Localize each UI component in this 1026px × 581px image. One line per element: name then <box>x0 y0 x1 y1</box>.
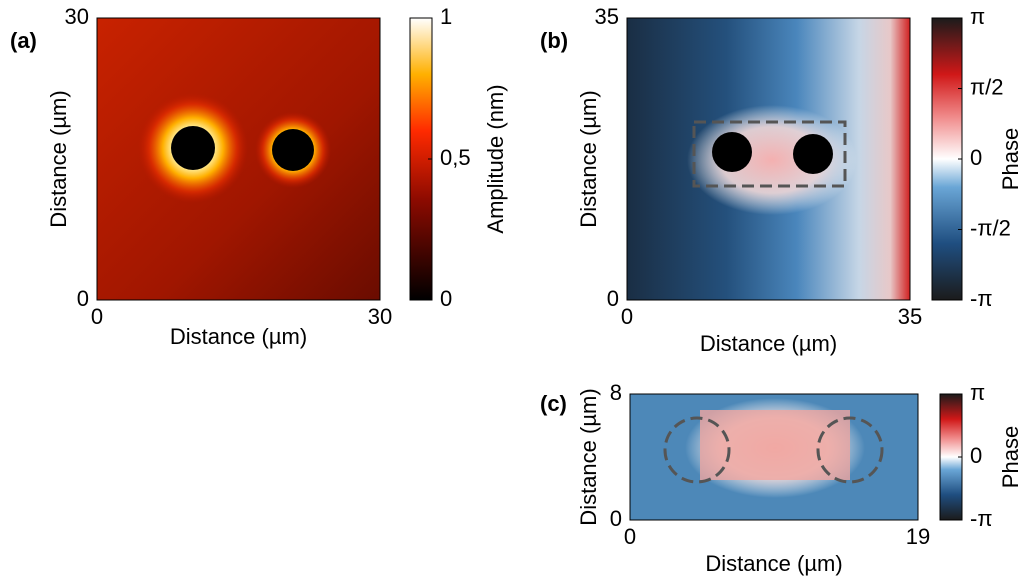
particle <box>712 132 752 172</box>
particle-outline <box>663 416 731 484</box>
colorbar-tick-label: 1 <box>440 4 452 29</box>
particle <box>171 126 215 170</box>
plot-frame <box>626 17 911 301</box>
x-tick-label: 35 <box>898 304 922 329</box>
panel-label: (b) <box>540 28 568 53</box>
x-tick-label: 30 <box>368 304 392 329</box>
x-axis-label: Distance (µm) <box>705 551 842 576</box>
panel-label: (a) <box>10 28 37 53</box>
colorbar-label: Amplitude (nm) <box>483 84 508 233</box>
colorbar <box>931 17 963 301</box>
x-tick-label: 0 <box>91 304 103 329</box>
colorbar-tick-label: -π <box>970 286 993 311</box>
colorbar-label: Phase <box>998 128 1023 190</box>
y-tick-label: 0 <box>607 286 619 311</box>
plot-frame <box>96 17 381 301</box>
colorbar-tick-label: 0 <box>440 286 452 311</box>
x-tick-label: 0 <box>624 524 636 549</box>
colorbar-tick-label: 0,5 <box>440 145 471 170</box>
plot-frame <box>629 393 919 521</box>
y-axis-label: Distance (µm) <box>576 90 601 227</box>
y-tick-label: 30 <box>65 4 89 29</box>
y-axis-label: Distance (µm) <box>576 388 601 525</box>
colorbar-tick-label: π <box>970 380 985 405</box>
y-tick-label: 0 <box>610 506 622 531</box>
roi-box <box>692 120 847 188</box>
colorbar-tick-label: -π <box>970 506 993 531</box>
colorbar-tick-label: -π/2 <box>970 215 1011 240</box>
colorbar-tick-label: 0 <box>970 443 982 468</box>
particle <box>793 134 833 174</box>
x-axis-label: Distance (µm) <box>170 324 307 349</box>
particle-outline <box>816 416 884 484</box>
y-axis-label: Distance (µm) <box>46 90 71 227</box>
y-tick-label: 8 <box>610 380 622 405</box>
panel-label: (c) <box>540 391 567 416</box>
x-tick-label: 0 <box>621 304 633 329</box>
colorbar-tick-label: π <box>970 4 985 29</box>
x-axis-label: Distance (µm) <box>700 331 837 356</box>
particle <box>272 129 314 171</box>
colorbar-tick-label: π/2 <box>970 74 1004 99</box>
colorbar-tick-label: 0 <box>970 145 982 170</box>
colorbar-label: Phase <box>998 426 1023 488</box>
x-tick-label: 19 <box>906 524 930 549</box>
y-tick-label: 0 <box>77 286 89 311</box>
y-tick-label: 35 <box>595 4 619 29</box>
